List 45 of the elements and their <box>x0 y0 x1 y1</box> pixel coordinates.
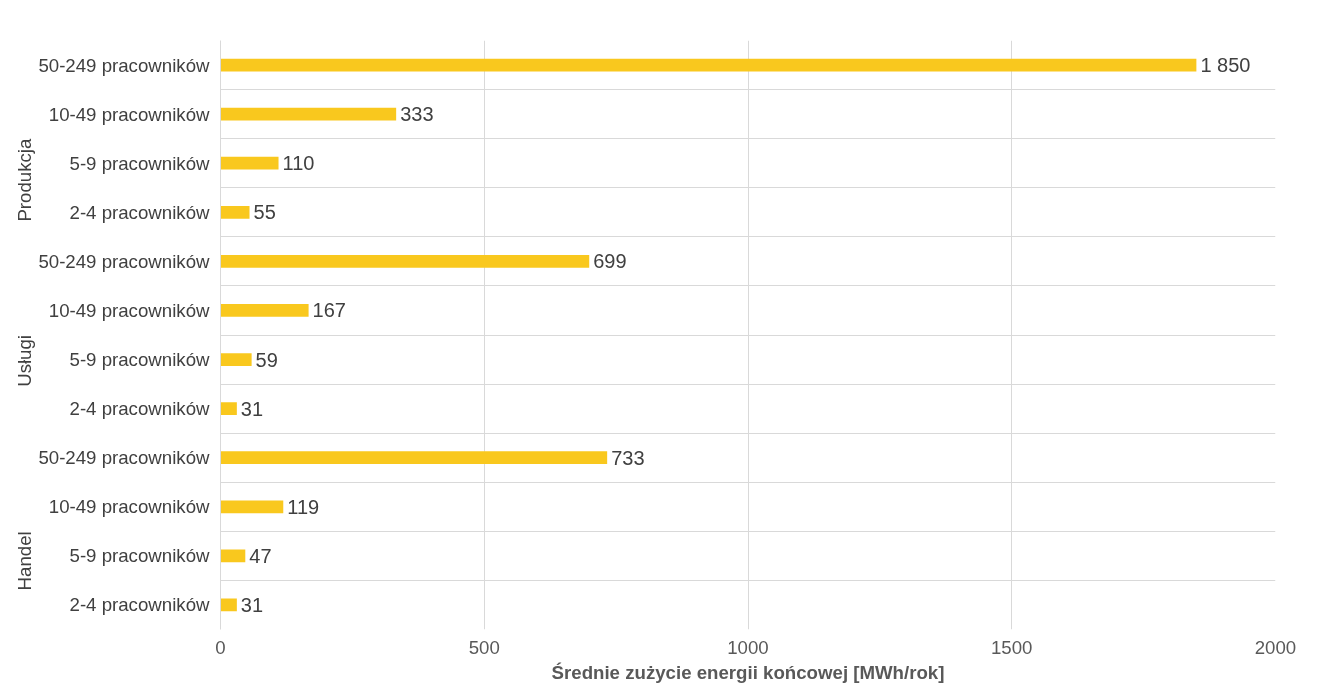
text: Produkcja <box>14 138 35 222</box>
data-label: 59 <box>255 348 278 371</box>
data-label: 167 <box>312 299 346 322</box>
y-tick-label: 10-49 pracowników <box>48 103 211 125</box>
x-axis-title: Średnie zużycie energii końcowej [MWh/rok] <box>551 661 945 683</box>
data-label: 31 <box>240 397 264 420</box>
x-tick-label: 0 <box>215 636 226 658</box>
data-label: 110 <box>282 152 315 175</box>
y-tick-label: 2-4 pracowników <box>69 594 211 616</box>
x-tick-label: 500 <box>468 636 500 658</box>
bar <box>220 598 237 612</box>
y-tick-label: 5-9 pracowników <box>69 152 211 174</box>
y-tick-label: 2-4 pracowników <box>69 201 211 223</box>
y-tick-label: 10-49 pracowników <box>48 496 211 518</box>
data-label: 699 <box>593 250 627 273</box>
y-tick-label: 5-9 pracowników <box>69 349 211 371</box>
text: Handel <box>14 531 35 591</box>
data-label: 733 <box>611 446 645 469</box>
y-tick-label: 10-49 pracowników <box>48 299 211 321</box>
bar <box>220 205 250 219</box>
bar <box>220 156 279 170</box>
y-tick-label: 50-249 pracowników <box>38 250 211 272</box>
x-tick-label: 2000 <box>1254 636 1297 658</box>
y-tick-label: 50-249 pracowników <box>38 447 211 469</box>
bar <box>220 353 252 366</box>
data-label: 119 <box>287 495 320 518</box>
data-label: 47 <box>249 544 272 567</box>
y-tick-label: 2-4 pracowników <box>69 398 211 420</box>
data-label: 31 <box>240 593 264 616</box>
bar <box>220 451 608 465</box>
x-tick-label: 1500 <box>991 636 1033 658</box>
data-label: 1 850 <box>1200 54 1251 77</box>
bar <box>220 58 1197 72</box>
bar <box>220 254 590 268</box>
x-tick-label: 1000 <box>727 636 769 658</box>
bar <box>220 549 246 563</box>
bar <box>220 402 237 416</box>
bar <box>220 304 309 317</box>
data-label: 333 <box>400 103 434 126</box>
bar <box>220 500 284 514</box>
text: Usługi <box>14 335 35 387</box>
data-label: 55 <box>253 201 276 224</box>
y-tick-label: 5-9 pracowników <box>69 545 211 567</box>
bar <box>220 107 397 121</box>
y-tick-label: 50-249 pracowników <box>38 54 211 76</box>
